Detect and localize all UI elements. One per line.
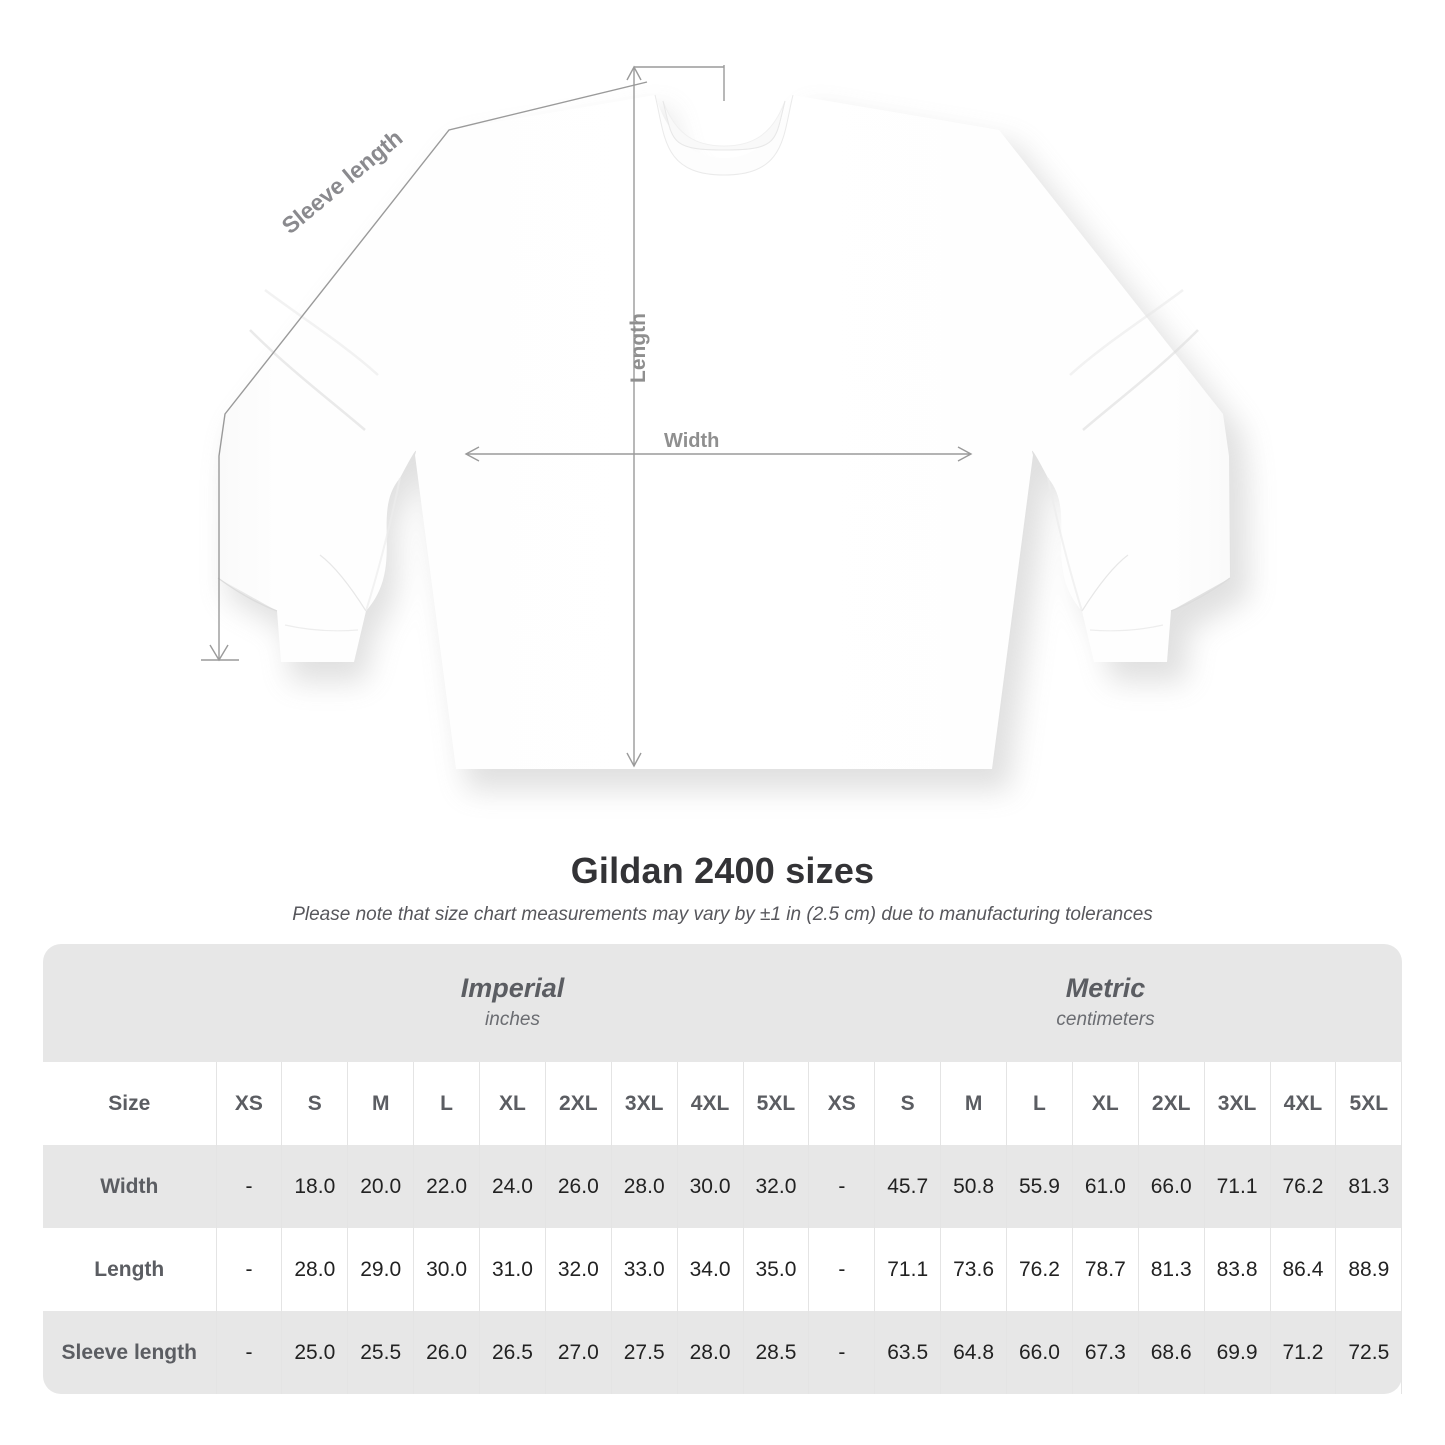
svg-text:Width: Width — [664, 430, 719, 452]
svg-text:Length: Length — [627, 313, 650, 383]
